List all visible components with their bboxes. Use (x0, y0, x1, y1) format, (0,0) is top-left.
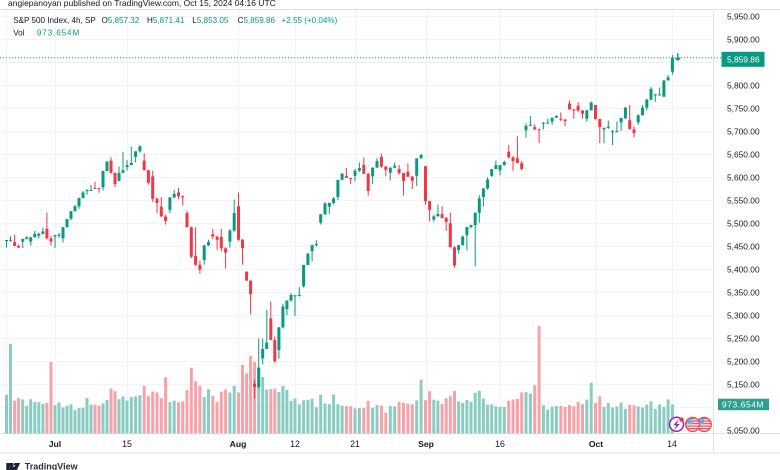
svg-text:L5,853.05: L5,853.05 (192, 16, 229, 25)
svg-text:973.654M: 973.654M (722, 400, 764, 410)
svg-text:O5,857.32: O5,857.32 (102, 16, 140, 25)
svg-text:12: 12 (290, 439, 300, 449)
svg-text:5,050.00: 5,050.00 (727, 425, 760, 435)
svg-text:16: 16 (495, 439, 505, 449)
svg-text:C5,859.86: C5,859.86 (238, 16, 276, 25)
svg-text:+2.55 (+0.04%): +2.55 (+0.04%) (282, 16, 338, 25)
svg-text:5,550.00: 5,550.00 (727, 195, 760, 205)
svg-text:973.654M: 973.654M (37, 29, 80, 38)
svg-text:5,150.00: 5,150.00 (727, 379, 760, 389)
svg-text:TradingView: TradingView (25, 462, 79, 470)
svg-text:angiepanoyan published on Trad: angiepanoyan published on TradingView.co… (8, 0, 276, 8)
svg-text:5,600.00: 5,600.00 (727, 172, 760, 182)
svg-text:21: 21 (350, 439, 360, 449)
svg-text:Aug: Aug (230, 439, 247, 449)
svg-text:5,250.00: 5,250.00 (727, 333, 760, 343)
svg-text:5,750.00: 5,750.00 (727, 103, 760, 113)
svg-text:5,400.00: 5,400.00 (727, 264, 760, 274)
svg-text:Sep: Sep (418, 439, 434, 449)
svg-text:5,900.00: 5,900.00 (727, 34, 760, 44)
svg-text:14: 14 (667, 439, 677, 449)
svg-text:5,500.00: 5,500.00 (727, 218, 760, 228)
svg-text:Vol: Vol (13, 29, 24, 38)
svg-text:15: 15 (122, 439, 132, 449)
svg-text:H5,871.41: H5,871.41 (147, 16, 185, 25)
svg-text:5,700.00: 5,700.00 (727, 126, 760, 136)
svg-text:5,200.00: 5,200.00 (727, 356, 760, 366)
svg-text:5,859.86: 5,859.86 (727, 55, 760, 65)
svg-text:5,800.00: 5,800.00 (727, 80, 760, 90)
svg-text:5,950.00: 5,950.00 (727, 11, 760, 21)
svg-text:5,350.00: 5,350.00 (727, 287, 760, 297)
svg-text:S&P 500 Index, 4h, SP: S&P 500 Index, 4h, SP (13, 16, 96, 25)
svg-text:Jul: Jul (49, 439, 61, 449)
svg-text:5,450.00: 5,450.00 (727, 241, 760, 251)
svg-text:Oct: Oct (589, 439, 603, 449)
svg-text:5,650.00: 5,650.00 (727, 149, 760, 159)
svg-text:5,300.00: 5,300.00 (727, 310, 760, 320)
